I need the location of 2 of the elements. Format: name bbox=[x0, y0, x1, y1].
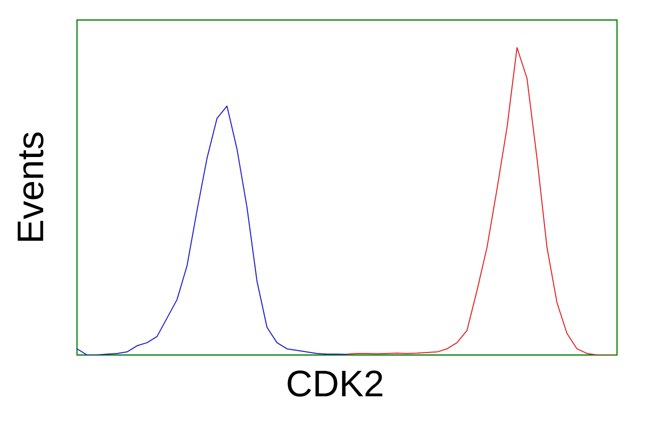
x-axis-title: CDK2 bbox=[288, 370, 382, 397]
y-axis-title: Events bbox=[18, 132, 44, 241]
